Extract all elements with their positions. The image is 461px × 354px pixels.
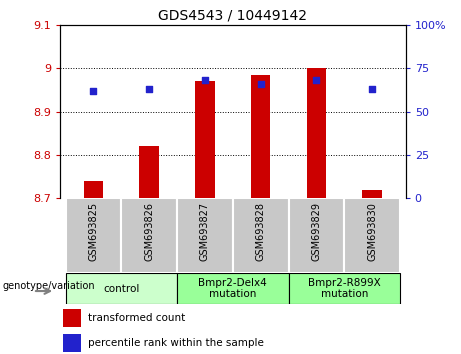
Text: GSM693829: GSM693829 <box>312 202 321 261</box>
Text: GSM693827: GSM693827 <box>200 202 210 261</box>
Bar <box>307 68 326 198</box>
Text: GSM693830: GSM693830 <box>367 202 377 261</box>
Text: genotype/variation: genotype/variation <box>3 280 95 291</box>
Point <box>368 86 376 92</box>
Bar <box>83 181 103 198</box>
Bar <box>251 75 271 198</box>
Bar <box>64 309 81 327</box>
Bar <box>362 189 382 198</box>
Text: GSM693825: GSM693825 <box>89 202 98 261</box>
Point <box>90 88 97 93</box>
Text: Bmpr2-R899X
mutation: Bmpr2-R899X mutation <box>308 278 381 299</box>
Text: Bmpr2-Delx4
mutation: Bmpr2-Delx4 mutation <box>198 278 267 299</box>
Point <box>313 78 320 83</box>
Bar <box>289 198 344 273</box>
Text: GSM693828: GSM693828 <box>256 202 266 261</box>
Text: percentile rank within the sample: percentile rank within the sample <box>88 338 264 348</box>
Point <box>146 86 153 92</box>
Bar <box>195 81 215 198</box>
Title: GDS4543 / 10449142: GDS4543 / 10449142 <box>158 8 307 22</box>
Point <box>201 78 209 83</box>
Bar <box>344 198 400 273</box>
Bar <box>233 198 289 273</box>
Point <box>257 81 264 87</box>
Bar <box>289 273 400 304</box>
Bar <box>177 273 289 304</box>
Bar <box>121 198 177 273</box>
Bar <box>65 273 177 304</box>
Bar <box>65 198 121 273</box>
Bar <box>177 198 233 273</box>
Text: control: control <box>103 284 140 293</box>
Bar <box>64 334 81 352</box>
Bar <box>139 146 159 198</box>
Text: GSM693826: GSM693826 <box>144 202 154 261</box>
Text: transformed count: transformed count <box>88 313 185 323</box>
